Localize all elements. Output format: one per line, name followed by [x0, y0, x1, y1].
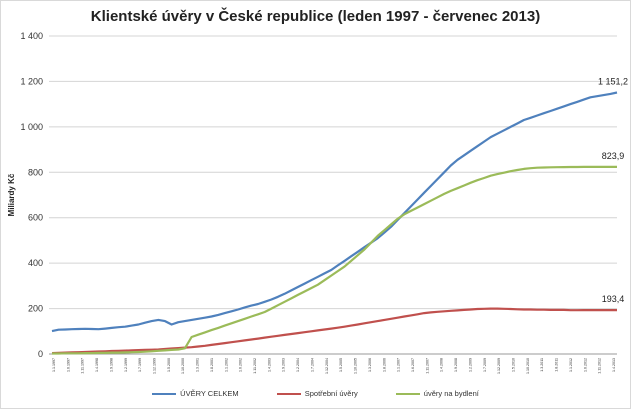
- x-tick-label: 1.2.1999: [124, 358, 128, 372]
- legend-item-bydleni: úvěry na bydlení: [395, 389, 479, 398]
- end-value-label-1: 193,4: [602, 294, 625, 304]
- x-tick-label: 1.6.2012: [583, 358, 587, 372]
- series-line-0: [51, 91, 618, 333]
- x-tick-label: 1.1.1997: [52, 358, 56, 372]
- legend: ÚVĚRY CELKEM Spotřební úvěry úvěry na by…: [0, 389, 631, 398]
- x-tick-label: 1.7.1999: [138, 358, 142, 372]
- legend-swatch-spotrebni: [276, 393, 301, 396]
- data-labels: 1 151,2 193,4 823,9: [598, 77, 628, 305]
- x-tick-label: 1.12.2009: [497, 358, 501, 374]
- x-tick-label: 1.7.2009: [483, 358, 487, 372]
- x-tick-label: 1.11.2012: [598, 358, 602, 374]
- legend-label-bydleni: úvěry na bydlení: [423, 389, 479, 398]
- x-tick-label: 1.4.2013: [612, 358, 616, 372]
- gridlines: [49, 35, 617, 355]
- x-tick-label: 1.3.2006: [368, 358, 372, 372]
- end-value-label-0: 1 151,2: [598, 77, 628, 87]
- y-tick-labels: 0 200 400 600 800 1 000 1 200 1 400: [20, 31, 43, 359]
- x-tick-label: 1.8.2006: [382, 358, 386, 372]
- end-value-label-2: 823,9: [602, 151, 625, 161]
- x-tick-label: 1.4.2008: [440, 358, 444, 372]
- y-tick-label: 600: [28, 213, 43, 223]
- y-tick-label: 0: [38, 349, 43, 359]
- x-tick-label: 1.3.2001: [196, 358, 200, 372]
- legend-item-uvery-celkem: ÚVĚRY CELKEM: [152, 389, 239, 398]
- x-tick-label: 1.8.2001: [210, 358, 214, 372]
- legend-swatch-uvery-celkem: [152, 393, 177, 396]
- x-tick-label: 1.4.2003: [267, 358, 271, 372]
- x-tick-label: 1.6.2007: [411, 358, 415, 372]
- x-tick-label: 1.5.2000: [167, 358, 171, 372]
- x-tick-label: 1.1.2007: [397, 358, 401, 372]
- x-tick-label: 1.12.2004: [325, 358, 329, 374]
- x-tick-label: 1.5.2010: [511, 358, 515, 372]
- x-tick-label: 1.11.2002: [253, 358, 257, 374]
- legend-label-spotrebni: Spotřební úvěry: [304, 389, 358, 398]
- y-tick-label: 1 000: [20, 122, 43, 132]
- y-tick-label: 400: [28, 258, 43, 268]
- series-line-2: [52, 165, 617, 355]
- x-tick-labels: 1.1.1997 1.6.1997 1.11.1997 1.4.1998 1.9.199…: [52, 358, 616, 374]
- x-tick-label: 1.4.1998: [95, 358, 99, 372]
- x-tick-label: 1.9.2003: [282, 358, 286, 372]
- x-tick-label: 1.7.2004: [310, 358, 314, 372]
- x-tick-label: 1.10.2010: [526, 358, 530, 374]
- x-tick-label: 1.9.1998: [109, 358, 113, 372]
- x-tick-label: 1.6.2002: [239, 358, 243, 372]
- legend-item-spotrebni: Spotřební úvěry: [276, 389, 358, 398]
- x-tick-label: 1.11.2007: [425, 358, 429, 374]
- y-axis-label: Miliardy Kč: [7, 173, 16, 216]
- series-lines: [51, 91, 618, 355]
- y-tick-label: 800: [28, 167, 43, 177]
- legend-swatch-bydleni: [395, 393, 420, 396]
- x-tick-label: 1.5.2005: [339, 358, 343, 372]
- x-tick-label: 1.12.1999: [153, 358, 157, 374]
- x-tick-label: 1.2.2009: [468, 358, 472, 372]
- series-line-1: [51, 307, 617, 355]
- chart-title: Klientské úvěry v České republice (leden…: [90, 8, 541, 25]
- y-tick-label: 1 200: [20, 76, 43, 86]
- x-tick-label: 1.8.2011: [555, 358, 559, 372]
- y-tick-label: 1 400: [20, 31, 43, 41]
- x-tick-label: 1.10.2005: [354, 358, 358, 374]
- x-tick-label: 1.2.2004: [296, 358, 300, 372]
- x-tick-label: 1.1.2012: [569, 358, 573, 372]
- legend-label-uvery-celkem: ÚVĚRY CELKEM: [180, 389, 239, 398]
- x-tick-label: 1.6.1997: [66, 358, 70, 372]
- x-tick-label: 1.10.2000: [181, 358, 185, 374]
- x-tick-label: 1.3.2011: [540, 358, 544, 372]
- y-tick-label: 200: [28, 304, 43, 314]
- x-tick-label: 1.9.2008: [454, 358, 458, 372]
- x-tick-label: 1.1.2002: [224, 358, 228, 372]
- x-tick-label: 1.11.1997: [81, 358, 85, 374]
